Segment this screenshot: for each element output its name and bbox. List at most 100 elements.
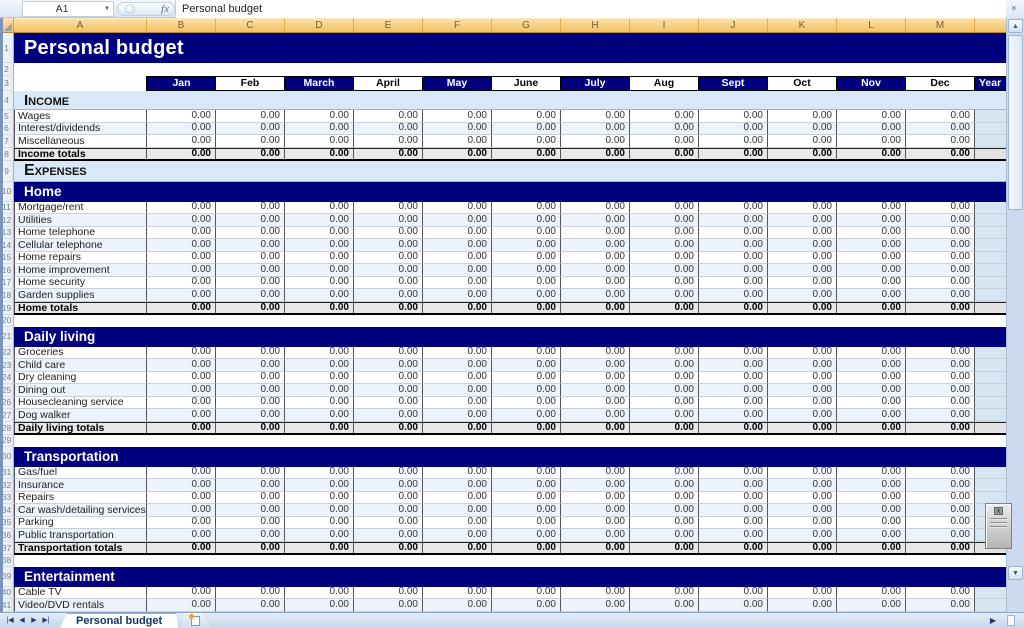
cell-N6-clipped[interactable] xyxy=(975,122,1006,135)
cell-H11[interactable]: 0.00 xyxy=(561,201,630,214)
cell-N19-clipped[interactable] xyxy=(975,302,1006,313)
cell-F8[interactable]: 0.00 xyxy=(423,148,492,159)
cell-B16[interactable]: 0.00 xyxy=(147,264,216,277)
cell-M15[interactable]: 0.00 xyxy=(906,251,975,264)
cell-G7[interactable]: 0.00 xyxy=(492,135,561,148)
cell-D14[interactable]: 0.00 xyxy=(285,239,354,252)
cell-C19[interactable]: 0.00 xyxy=(216,302,285,313)
cell-B15[interactable]: 0.00 xyxy=(147,251,216,264)
tab-first-icon[interactable]: |◀ xyxy=(6,617,14,624)
cell-M18[interactable]: 0.00 xyxy=(906,289,975,302)
cell-G14[interactable]: 0.00 xyxy=(492,239,561,252)
cell-N18-clipped[interactable] xyxy=(975,289,1006,302)
cell-C26[interactable]: 0.00 xyxy=(216,396,285,409)
cell-L33[interactable]: 0.00 xyxy=(837,491,906,504)
cell-L6[interactable]: 0.00 xyxy=(837,122,906,135)
cell-A32[interactable]: Insurance xyxy=(14,479,147,492)
cell-D40[interactable]: 0.00 xyxy=(285,586,354,599)
cell-D28[interactable]: 0.00 xyxy=(285,422,354,433)
row-header-26[interactable]: 26 xyxy=(0,396,14,409)
cell-F32[interactable]: 0.00 xyxy=(423,479,492,492)
cell-F15[interactable]: 0.00 xyxy=(423,251,492,264)
cell-E25[interactable]: 0.00 xyxy=(354,384,423,397)
cell-N8-clipped[interactable] xyxy=(975,148,1006,159)
month-header-july[interactable]: July xyxy=(561,76,630,91)
cell-J26[interactable]: 0.00 xyxy=(699,396,768,409)
cell-D33[interactable]: 0.00 xyxy=(285,491,354,504)
cell-J23[interactable]: 0.00 xyxy=(699,359,768,372)
cell-E12[interactable]: 0.00 xyxy=(354,214,423,227)
col-header-E[interactable]: E xyxy=(354,18,423,33)
cell-E23[interactable]: 0.00 xyxy=(354,359,423,372)
cell-K23[interactable]: 0.00 xyxy=(768,359,837,372)
cell-H16[interactable]: 0.00 xyxy=(561,264,630,277)
cell-A13[interactable]: Home telephone xyxy=(14,226,147,239)
cell-L13[interactable]: 0.00 xyxy=(837,226,906,239)
cell-F18[interactable]: 0.00 xyxy=(423,289,492,302)
cell-M24[interactable]: 0.00 xyxy=(906,371,975,384)
cell-K33[interactable]: 0.00 xyxy=(768,491,837,504)
cell-E5[interactable]: 0.00 xyxy=(354,110,423,123)
cell-N27-clipped[interactable] xyxy=(975,409,1006,422)
formula-input[interactable]: Personal budget xyxy=(175,0,1006,18)
cell-G27[interactable]: 0.00 xyxy=(492,409,561,422)
cell-C16[interactable]: 0.00 xyxy=(216,264,285,277)
sheet-title[interactable]: Personal budget xyxy=(24,36,184,59)
cell-I24[interactable]: 0.00 xyxy=(630,371,699,384)
cell-J18[interactable]: 0.00 xyxy=(699,289,768,302)
cell-J32[interactable]: 0.00 xyxy=(699,479,768,492)
cell-B37[interactable]: 0.00 xyxy=(147,542,216,553)
cell-E11[interactable]: 0.00 xyxy=(354,201,423,214)
cell-I41[interactable]: 0.00 xyxy=(630,599,699,612)
cell-E18[interactable]: 0.00 xyxy=(354,289,423,302)
cell-I8[interactable]: 0.00 xyxy=(630,148,699,159)
cell-G34[interactable]: 0.00 xyxy=(492,504,561,517)
cell-E26[interactable]: 0.00 xyxy=(354,396,423,409)
cell-J40[interactable]: 0.00 xyxy=(699,586,768,599)
cell-J35[interactable]: 0.00 xyxy=(699,516,768,529)
cell-J34[interactable]: 0.00 xyxy=(699,504,768,517)
cell-D19[interactable]: 0.00 xyxy=(285,302,354,313)
section-header-income[interactable]: Income xyxy=(24,91,70,109)
cell-B28[interactable]: 0.00 xyxy=(147,422,216,433)
cell-K35[interactable]: 0.00 xyxy=(768,516,837,529)
row-header-20[interactable]: 20 xyxy=(0,314,14,327)
cell-A23[interactable]: Child care xyxy=(14,359,147,372)
cell-A5[interactable]: Wages xyxy=(14,110,147,123)
cell-A6[interactable]: Interest/dividends xyxy=(14,122,147,135)
cell-A15[interactable]: Home repairs xyxy=(14,251,147,264)
row-header-39[interactable]: 39 xyxy=(0,566,14,587)
month-header-nov[interactable]: Nov xyxy=(837,76,906,91)
month-header-may[interactable]: May xyxy=(423,76,492,91)
cell-K22[interactable]: 0.00 xyxy=(768,346,837,359)
cell-I12[interactable]: 0.00 xyxy=(630,214,699,227)
cell-A41[interactable]: Video/DVD rentals xyxy=(14,599,147,612)
cell-M28[interactable]: 0.00 xyxy=(906,422,975,433)
cell-G8[interactable]: 0.00 xyxy=(492,148,561,159)
select-all-corner[interactable] xyxy=(0,18,14,33)
cell-M37[interactable]: 0.00 xyxy=(906,542,975,553)
row-header-9[interactable]: 9 xyxy=(0,160,14,182)
cell-C14[interactable]: 0.00 xyxy=(216,239,285,252)
tab-personal-budget[interactable]: Personal budget xyxy=(60,613,178,628)
cell-F34[interactable]: 0.00 xyxy=(423,504,492,517)
cell-F16[interactable]: 0.00 xyxy=(423,264,492,277)
cell-A7[interactable]: Miscellaneous xyxy=(14,135,147,148)
row-header-33[interactable]: 33 xyxy=(0,491,14,504)
cell-H34[interactable]: 0.00 xyxy=(561,504,630,517)
cell-L18[interactable]: 0.00 xyxy=(837,289,906,302)
cell-M34[interactable]: 0.00 xyxy=(906,504,975,517)
section-header-expenses[interactable]: Expenses xyxy=(24,161,87,179)
row-header-18[interactable]: 18 xyxy=(0,289,14,302)
cell-E14[interactable]: 0.00 xyxy=(354,239,423,252)
col-header-J[interactable]: J xyxy=(699,18,768,33)
cell-J22[interactable]: 0.00 xyxy=(699,346,768,359)
row-header-11[interactable]: 11 xyxy=(0,201,14,214)
cell-H5[interactable]: 0.00 xyxy=(561,110,630,123)
cell-J6[interactable]: 0.00 xyxy=(699,122,768,135)
cell-N40-clipped[interactable] xyxy=(975,586,1006,599)
cell-H25[interactable]: 0.00 xyxy=(561,384,630,397)
cell-N25-clipped[interactable] xyxy=(975,384,1006,397)
col-header-K[interactable]: K xyxy=(768,18,837,33)
cell-M33[interactable]: 0.00 xyxy=(906,491,975,504)
